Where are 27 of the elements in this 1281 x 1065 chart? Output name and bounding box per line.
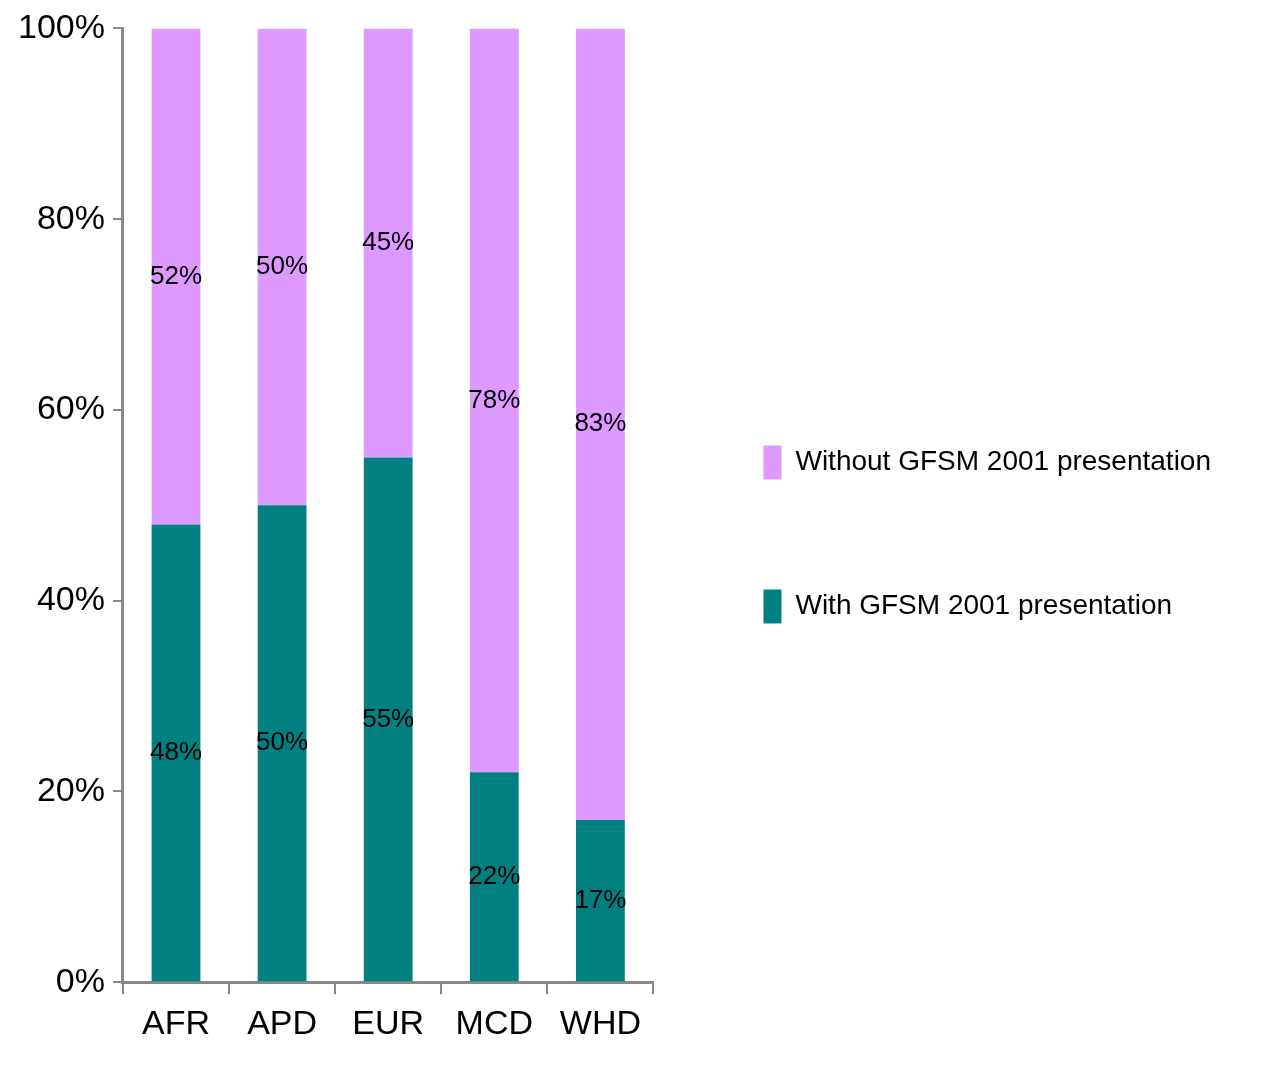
x-tick-label: APD [247, 1002, 318, 1041]
bar [469, 772, 519, 982]
x-tick-label: MCD [455, 1002, 534, 1041]
y-tick-label: 60% [36, 388, 105, 427]
bar [257, 28, 307, 506]
y-tick-label: 80% [36, 197, 105, 236]
legend-label: Without GFSM 2001 presentation [795, 445, 1211, 477]
bar [257, 505, 307, 982]
data-label: 52% [149, 259, 203, 290]
y-tick-label: 0% [55, 960, 105, 999]
bar [363, 28, 413, 458]
bar [363, 457, 413, 982]
legend-label: With GFSM 2001 presentation [795, 589, 1173, 621]
bar [469, 28, 519, 773]
bar [151, 28, 201, 525]
bar [151, 524, 201, 982]
x-tick-label: AFR [142, 1002, 211, 1041]
data-label: 50% [256, 250, 309, 281]
y-tick-label: 40% [36, 579, 105, 618]
y-tick-label: 100% [17, 6, 105, 45]
data-label: 78% [468, 383, 521, 414]
x-tick-label: EUR [352, 1002, 425, 1041]
y-tick-label: 20% [36, 769, 105, 808]
data-label: 83% [574, 407, 627, 438]
data-label: 45% [362, 226, 415, 257]
bar [576, 28, 625, 821]
x-tick-label: WHD [559, 1002, 642, 1041]
